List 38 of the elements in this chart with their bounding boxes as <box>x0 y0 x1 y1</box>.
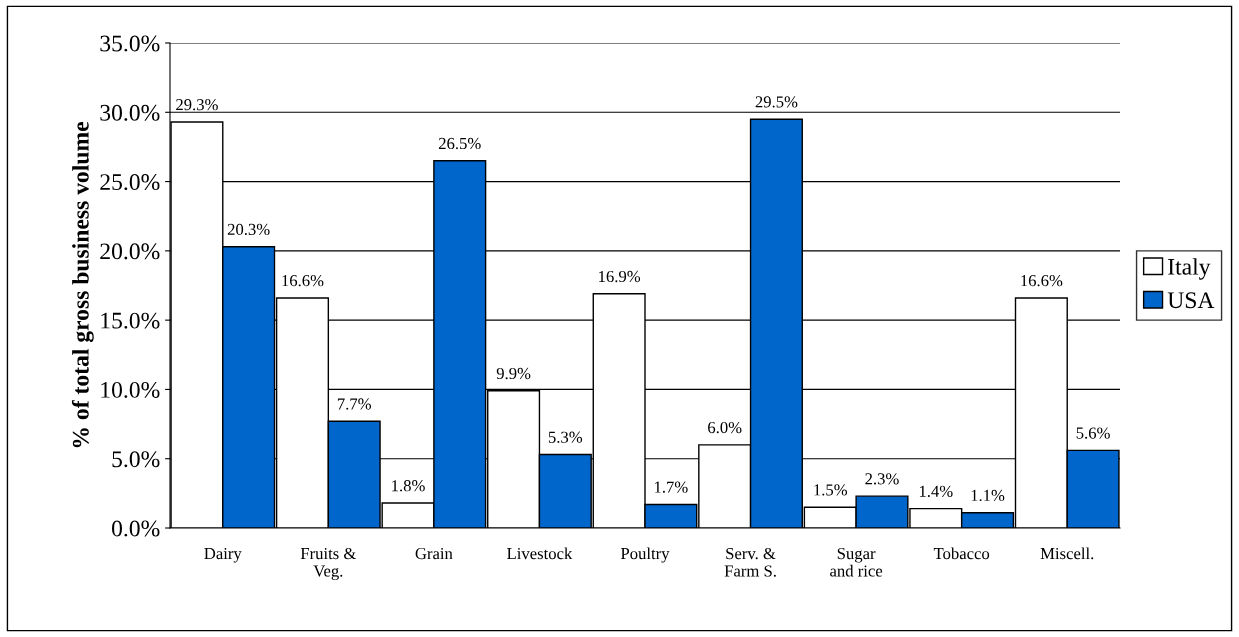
data-label: 9.9% <box>496 367 531 380</box>
data-label: 1.1% <box>971 489 1005 502</box>
y-tick-label: 25.0% <box>100 174 160 191</box>
data-label: 5.3% <box>548 431 583 443</box>
data-label: 20.3% <box>227 223 270 236</box>
x-tick-label: Dairy <box>204 547 242 563</box>
data-label: 5.6% <box>1076 427 1110 439</box>
legend-label: Italy <box>1168 258 1211 280</box>
data-label: 1.4% <box>919 485 953 497</box>
y-tick-label: 5.0% <box>112 451 160 468</box>
data-label: 2.3% <box>865 473 899 485</box>
data-label: 1.5% <box>814 484 848 496</box>
data-label: 16.6% <box>1021 275 1063 287</box>
data-label: 16.6% <box>282 275 324 287</box>
y-tick-label: 15.0% <box>101 312 160 329</box>
data-label: 6.0% <box>708 421 742 434</box>
x-tick-label: Serv. & Farm S. <box>724 547 776 577</box>
y-tick-label: 35.0% <box>100 35 160 52</box>
y-tick-label: 20.0% <box>100 243 160 260</box>
x-tick-label: Poultry <box>620 547 670 563</box>
data-label: 26.5% <box>438 137 481 150</box>
y-tick-label: 30.0% <box>100 104 160 121</box>
y-tick-label: 0.0% <box>112 520 160 537</box>
data-label: 7.7% <box>337 398 371 410</box>
x-tick-label: Sugar and rice <box>830 547 883 577</box>
y-axis-title: % of total gross business volume <box>71 122 94 448</box>
x-tick-label: Miscell. <box>1040 547 1094 560</box>
data-label: 29.5% <box>755 96 798 108</box>
y-tick-label: 10.0% <box>101 381 160 398</box>
data-label: 16.9% <box>599 270 641 283</box>
x-tick-label: Livestock <box>507 547 573 560</box>
data-label: 1.8% <box>392 480 425 492</box>
legend-label: USA <box>1167 292 1215 309</box>
x-tick-label: Fruits & Veg. <box>300 547 357 581</box>
data-label: 1.7% <box>654 481 688 493</box>
data-label: 29.3% <box>176 99 218 111</box>
x-tick-label: Tobacco <box>933 547 990 560</box>
x-tick-label: Grain <box>415 547 453 560</box>
